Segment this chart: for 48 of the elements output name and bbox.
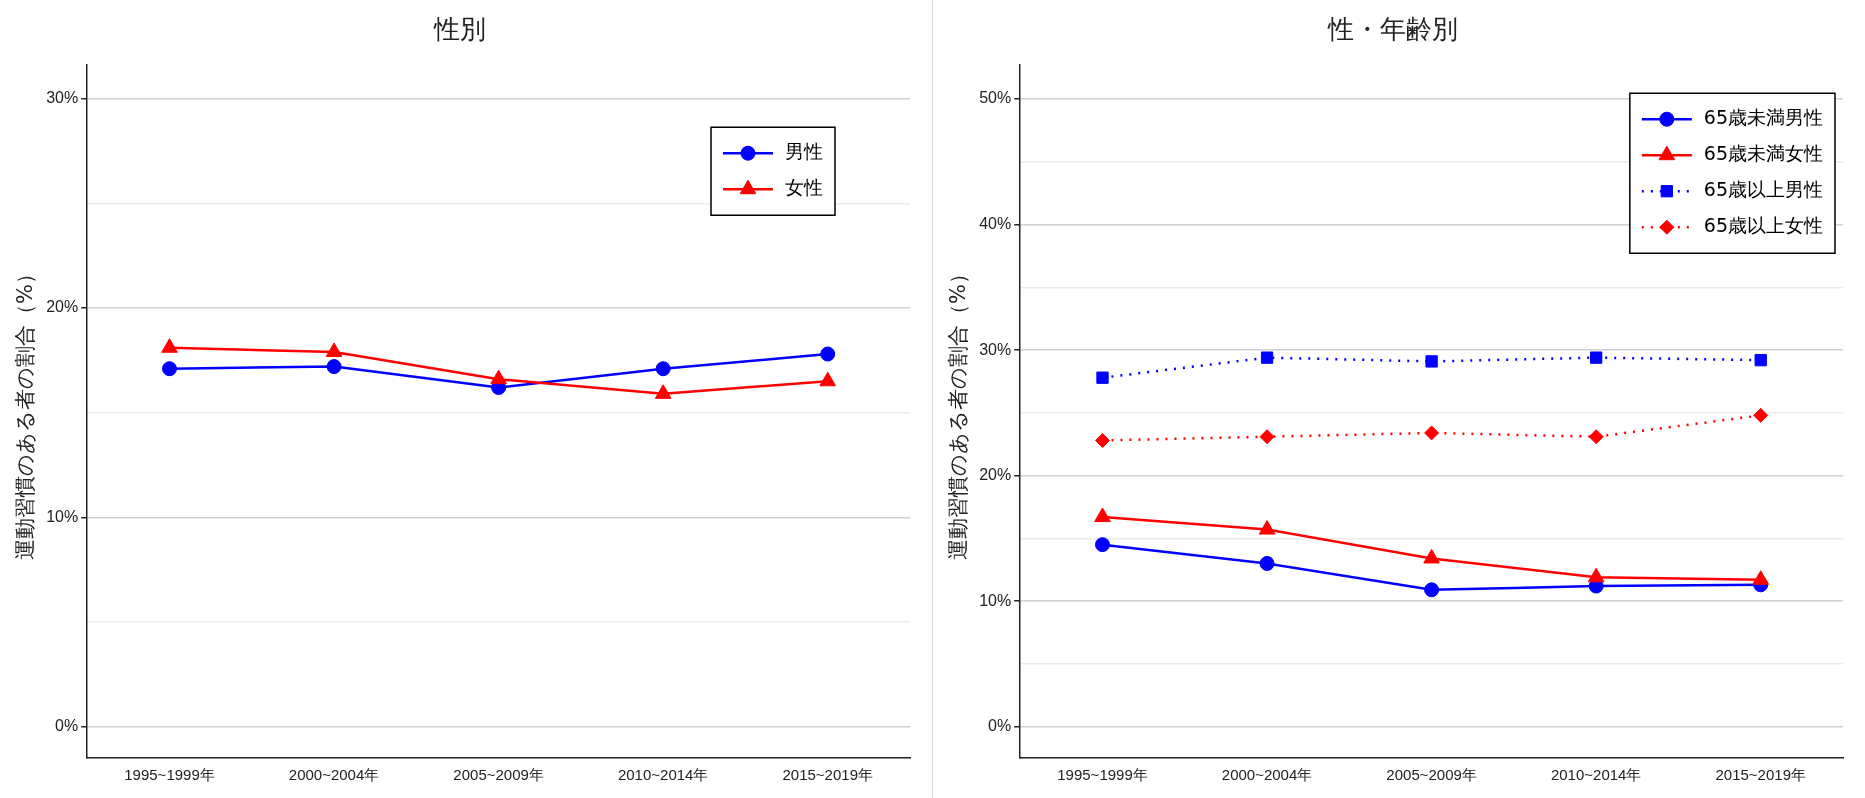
legend-label: 女性 [785,176,823,199]
point [1096,371,1109,384]
x-tick-label: 2015~2019年 [1715,766,1806,784]
point [1424,582,1440,598]
y-tick-label: 0% [55,717,79,735]
y-tick-label: 40% [979,215,1012,232]
y-tick-label: 30% [46,89,79,107]
chart-title: 性別 [433,14,486,45]
y-axis-title: 運動習慣のある者の割合（%） [13,263,38,561]
legend-label: 65歳以上女性 [1703,214,1824,237]
point [1095,537,1110,553]
y-axis-title: 運動習慣のある者の割合（%） [946,263,971,561]
point [1590,351,1603,364]
y-tick-label: 20% [979,466,1012,484]
point [1753,407,1769,423]
legend-label: 男性 [785,140,823,163]
y-tick-label: 0% [988,717,1012,735]
y-tick-label: 30% [979,340,1012,358]
legend-label: 65歳未満男性 [1703,106,1824,129]
point [1587,567,1605,583]
point [1258,520,1276,535]
x-tick-label: 2015~2019年 [782,766,873,784]
x-tick-label: 2005~2009年 [1386,766,1477,784]
y-tick-label: 10% [46,507,79,525]
point [1588,429,1604,445]
legend-label: 65歳以上男性 [1703,178,1824,201]
legend-label: 65歳未満女性 [1703,142,1824,165]
x-tick-label: 2010~2014年 [1550,766,1642,784]
x-tick-label: 2010~2014年 [617,766,709,784]
x-tick-label: 1995~1999年 [124,766,215,784]
point [1752,570,1770,585]
x-tick-label: 2005~2009年 [453,766,544,784]
point [1259,555,1275,571]
x-tick-label: 1995~1999年 [1057,766,1148,784]
point [1095,432,1110,448]
point [1754,353,1767,367]
chart-title: 性・年齢別 [1327,14,1458,45]
point [1424,425,1440,441]
y-tick-label: 20% [46,298,79,316]
point [1094,507,1111,523]
x-tick-label: 2000~2004年 [1221,766,1313,784]
point [1260,351,1274,364]
y-tick-label: 50% [979,89,1012,107]
point [1259,429,1275,445]
point [1423,548,1440,564]
x-tick-label: 2000~2004年 [288,766,380,784]
point [1425,355,1438,368]
y-tick-label: 10% [979,591,1012,609]
